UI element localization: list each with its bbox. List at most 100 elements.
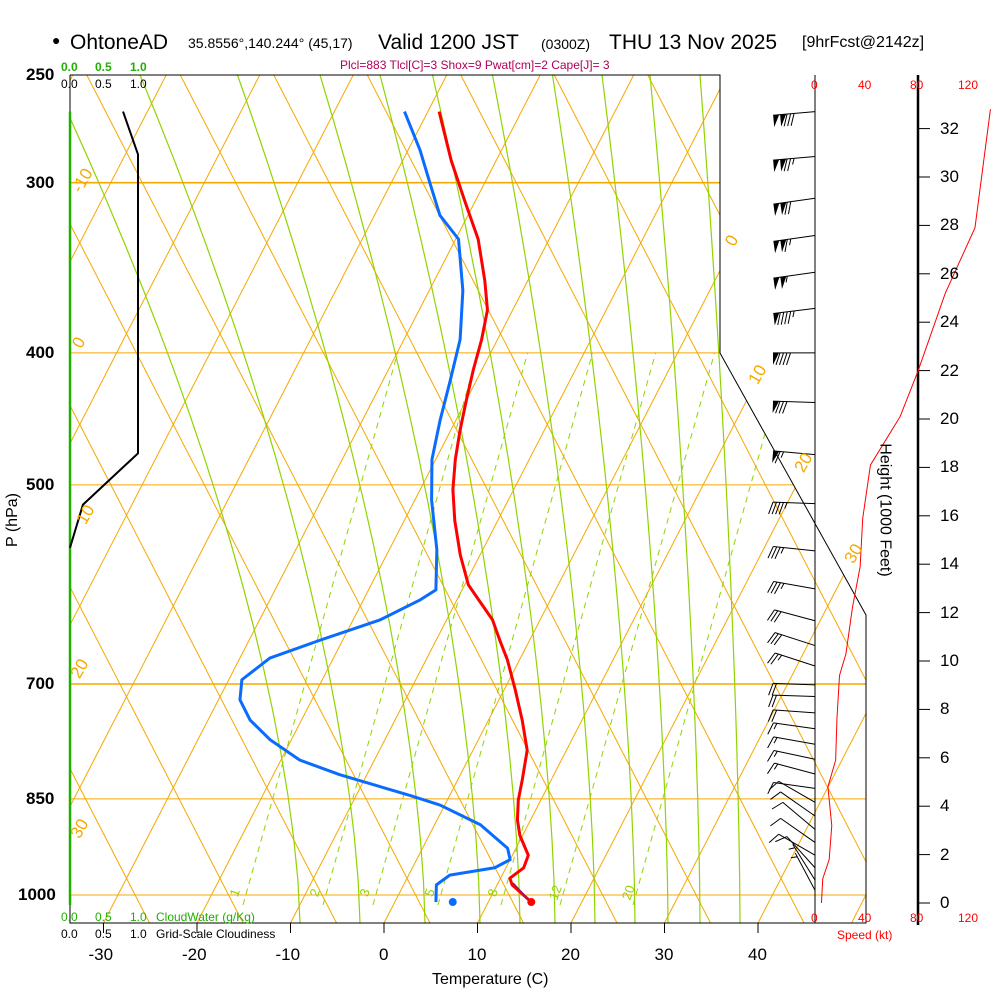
isotherm-line — [477, 75, 866, 923]
wind-barb — [767, 736, 816, 749]
pressure-tick-label: 700 — [26, 673, 55, 693]
wind-barb-half — [773, 723, 778, 730]
height-tick-label: 16 — [940, 505, 959, 525]
height-tick-label: 10 — [940, 651, 959, 670]
sounding-indices: Plcl=883 Tlcl[C]=3 Shox=9 Pwat[cm]=2 Cap… — [340, 58, 610, 72]
cloudwater-tick-0: 0.0 — [61, 60, 78, 74]
wind-barb-full — [787, 311, 792, 324]
wind-barb-full — [767, 652, 776, 664]
station-name: OhtoneAD — [70, 31, 169, 54]
cloud-profiles — [68, 111, 139, 905]
speed-tick-0-bottom: 0 — [811, 911, 818, 925]
wind-barb — [770, 817, 816, 843]
utc-time: (0300Z) — [541, 36, 591, 52]
height-tick-label: 20 — [940, 409, 959, 428]
wind-barb — [772, 400, 816, 414]
isotherm-line — [383, 75, 822, 923]
isotherm-line — [70, 75, 261, 923]
temperature-line — [437, 111, 533, 904]
surface-temperature-dot — [527, 898, 536, 907]
height-tick-label: 24 — [940, 312, 959, 332]
wind-barb-full — [775, 352, 781, 366]
dry-adiabat-line — [740, 75, 866, 923]
speed-tick-80-bottom: 80 — [910, 911, 924, 925]
wind-barb-full — [768, 501, 774, 515]
valid-time: Valid 1200 JST — [378, 31, 519, 54]
wind-barb-full — [767, 762, 775, 774]
speed-axis-label: Speed (kt) — [837, 928, 893, 942]
wind-barb — [767, 652, 816, 667]
wind-barb-half — [780, 583, 785, 590]
isotherm-line — [945, 75, 1000, 923]
cloudiness-tick-0: 0.0 — [61, 77, 78, 91]
wind-barb-staff — [780, 817, 816, 843]
temperature-tick-label: 40 — [748, 945, 767, 964]
wind-barb-staff — [794, 852, 816, 891]
pressure-tick-label: 300 — [26, 172, 55, 192]
wind-barb-full — [778, 401, 784, 414]
mixing-ratio-line — [322, 352, 479, 906]
temperature-tick-label: -10 — [275, 945, 301, 964]
valid-date: THU 13 Nov 2025 — [609, 31, 778, 54]
isotherm-line — [103, 75, 541, 923]
wind-barb-half — [792, 310, 795, 318]
wind-barb — [768, 780, 816, 803]
moist-adiabat-line — [70, 75, 301, 923]
wind-barb-pennant — [773, 114, 780, 128]
speed-tick-120: 120 — [958, 78, 979, 92]
wind-barb — [767, 750, 816, 762]
station-dot-icon: ● — [52, 32, 61, 48]
moist-adiabat-line — [236, 75, 426, 923]
wind-barb-staff — [773, 736, 816, 745]
wind-barb-full — [771, 546, 778, 559]
wind-barb — [770, 791, 816, 817]
cloudiness-label: Grid-Scale Cloudiness — [156, 927, 276, 941]
wind-barb-full — [770, 653, 779, 665]
wind-barb-half — [773, 751, 778, 757]
wind-barb-full — [780, 312, 785, 325]
dry-adiabat-line — [179, 75, 618, 923]
dry-adiabat-line — [553, 75, 866, 923]
wind-barb — [771, 801, 816, 830]
isotherm-line — [851, 75, 866, 923]
wind-barb — [773, 271, 816, 290]
surface-dewpoint-dot — [448, 898, 457, 907]
height-tick-label: 18 — [940, 457, 959, 477]
wind-barb-half — [784, 502, 788, 509]
wind-barb — [773, 307, 816, 326]
wind-barb-full — [767, 632, 776, 644]
cloudiness-tick-1-bottom: 1.0 — [130, 927, 147, 941]
wind-barb-full — [773, 611, 782, 623]
cloudiness-tick-0-bottom: 0.0 — [61, 927, 78, 941]
wind-barb-pennant — [780, 202, 787, 216]
wind-barb-staff — [773, 581, 816, 590]
wind-barb-full — [784, 202, 788, 215]
wind-barb-full — [784, 311, 788, 325]
wind-barb-full — [778, 502, 784, 515]
wind-barb — [767, 632, 816, 647]
dry-adiabat-line — [273, 75, 711, 923]
moist-adiabat-line — [379, 75, 521, 923]
mixing-ratio-line — [500, 352, 657, 906]
dry-adiabat-line — [86, 75, 524, 923]
temperature-tick-label: 20 — [561, 945, 580, 964]
wind-barb — [772, 450, 816, 464]
mixing-ratio-line — [372, 352, 529, 906]
height-tick-label: 26 — [940, 263, 959, 283]
wind-barb-full — [783, 113, 788, 127]
wind-barb-staff — [773, 156, 816, 161]
temperature-tick-label: -20 — [182, 945, 207, 964]
pressure-tick-label: 1000 — [18, 885, 56, 904]
wind-barb-full — [770, 791, 781, 800]
cloudiness-tick-1: 1.0 — [130, 77, 147, 91]
speed-tick-40-bottom: 40 — [858, 911, 872, 925]
wind-barb-full — [767, 736, 775, 749]
dry-adiabat-line — [460, 75, 866, 923]
wind-barb — [773, 156, 816, 173]
wind-barb-half — [788, 847, 795, 850]
isotherm-line — [70, 75, 167, 923]
wind-barb-full — [779, 352, 784, 366]
wind-barb-staff — [774, 609, 816, 622]
wind-barb — [767, 709, 816, 723]
isotherm-line — [570, 75, 866, 923]
